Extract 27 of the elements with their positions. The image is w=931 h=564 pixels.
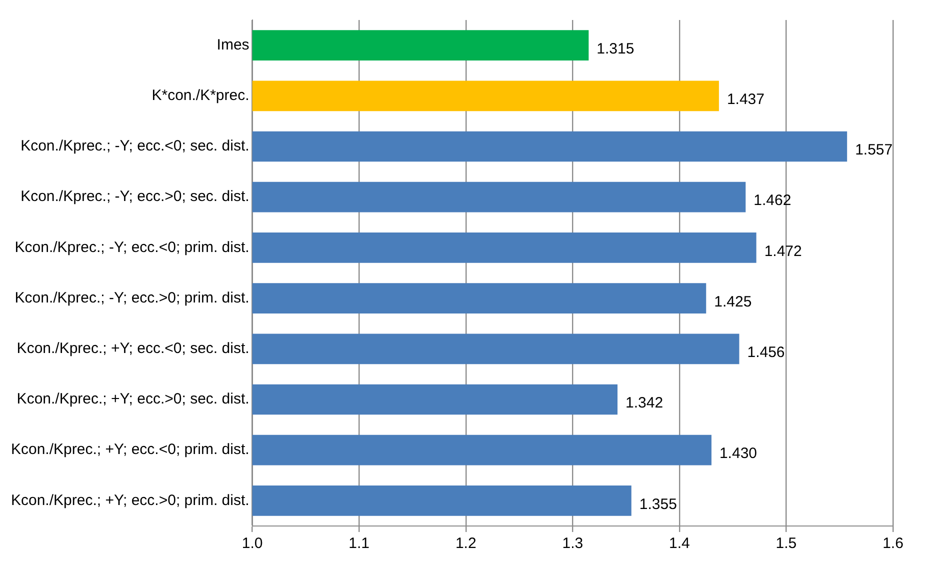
- y-tick-label: Kcon./Kprec.; -Y; ecc.>0; prim. dist.: [14, 289, 250, 306]
- y-tick-label: Kcon./Kprec.; +Y; ecc.>0; sec. dist.: [16, 390, 250, 408]
- y-tick-label: Kcon./Kprec.; +Y; ecc.>0; prim. dist.: [10, 492, 250, 509]
- x-tick-label: 1.5: [776, 535, 797, 552]
- x-tick-label: 1.6: [882, 535, 904, 552]
- x-tick-label: 1.4: [669, 535, 690, 552]
- x-tick-label: 1.1: [348, 535, 370, 552]
- y-tick-label: Kcon./Kprec.; -Y; ecc.<0; sec. dist.: [20, 138, 250, 155]
- y-tick-label: Imes: [216, 36, 250, 54]
- data-label: 1.472: [764, 242, 802, 260]
- data-label: 1.437: [726, 91, 764, 108]
- y-tick-label: Kcon./Kprec.; +Y; ecc.<0; sec. dist.: [16, 340, 250, 358]
- data-label: 1.342: [625, 394, 664, 412]
- x-tick-label: 1.2: [455, 535, 476, 552]
- data-label: 1.430: [719, 445, 758, 462]
- data-label: 1.425: [714, 293, 752, 310]
- x-tick-label: 1.3: [562, 535, 584, 552]
- y-tick-label: Kcon./Kprec.; -Y; ecc.>0; sec. dist.: [20, 188, 250, 206]
- x-tick-label: 1.0: [242, 535, 263, 552]
- data-label: 1.462: [754, 192, 792, 210]
- y-tick-label: Kcon./Kprec.; -Y; ecc.<0; prim. dist.: [14, 238, 250, 256]
- y-tick-label: Kcon./Kprec.; +Y; ecc.<0; prim. dist.: [10, 441, 250, 458]
- data-label: 1.355: [639, 496, 677, 513]
- data-label: 1.315: [596, 40, 634, 58]
- data-label: 1.456: [747, 344, 785, 362]
- data-label: 1.557: [855, 142, 893, 159]
- y-tick-label: K*con./K*prec.: [152, 87, 250, 104]
